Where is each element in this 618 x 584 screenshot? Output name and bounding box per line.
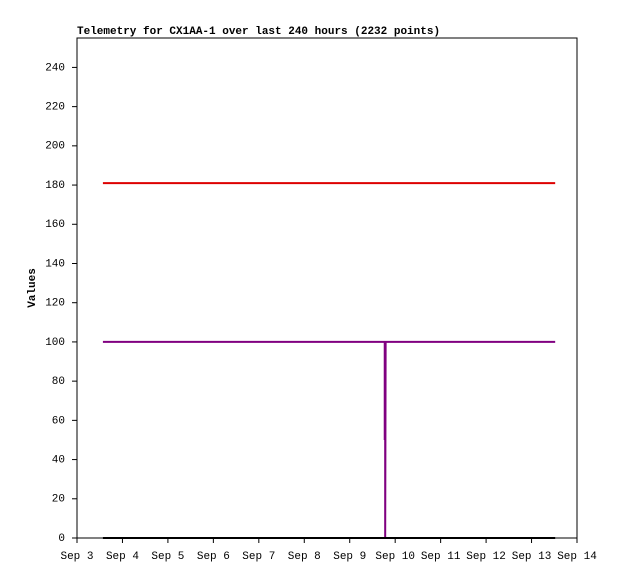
series-line [102,340,556,539]
x-tick-label: Sep 3 [60,551,93,563]
x-tick-label: Sep 10 [375,551,415,563]
x-tick-label: Sep 5 [151,551,184,563]
y-tick-label: 160 [45,219,65,231]
x-tick-label: Sep 11 [421,551,461,563]
y-tick-label: 220 [45,102,65,114]
x-tick-label: Sep 13 [512,551,552,563]
y-tick-label: 200 [45,141,65,153]
y-axis-label: Values [27,268,39,308]
x-tick-label: Sep 4 [106,551,139,563]
y-tick-label: 80 [52,376,65,388]
x-tick-label: Sep 9 [333,551,366,563]
x-tick-label: Sep 14 [557,551,597,563]
y-tick-label: 140 [45,258,65,270]
y-tick-label: 60 [52,415,65,427]
y-tick-label: 120 [45,298,65,310]
x-tick-label: Sep 8 [288,551,321,563]
y-tick-label: 100 [45,337,65,349]
plot-frame [76,37,578,539]
x-tick-label: Sep 7 [242,551,275,563]
y-tick-label: 20 [52,494,65,506]
y-tick-label: 40 [52,454,65,466]
x-tick-label: Sep 12 [466,551,506,563]
y-tick-label: 180 [45,180,65,192]
y-tick-label: 240 [45,62,65,74]
chart-title: Telemetry for CX1AA-1 over last 240 hour… [77,26,440,38]
x-tick-label: Sep 6 [197,551,230,563]
y-tick-label: 0 [58,533,65,545]
